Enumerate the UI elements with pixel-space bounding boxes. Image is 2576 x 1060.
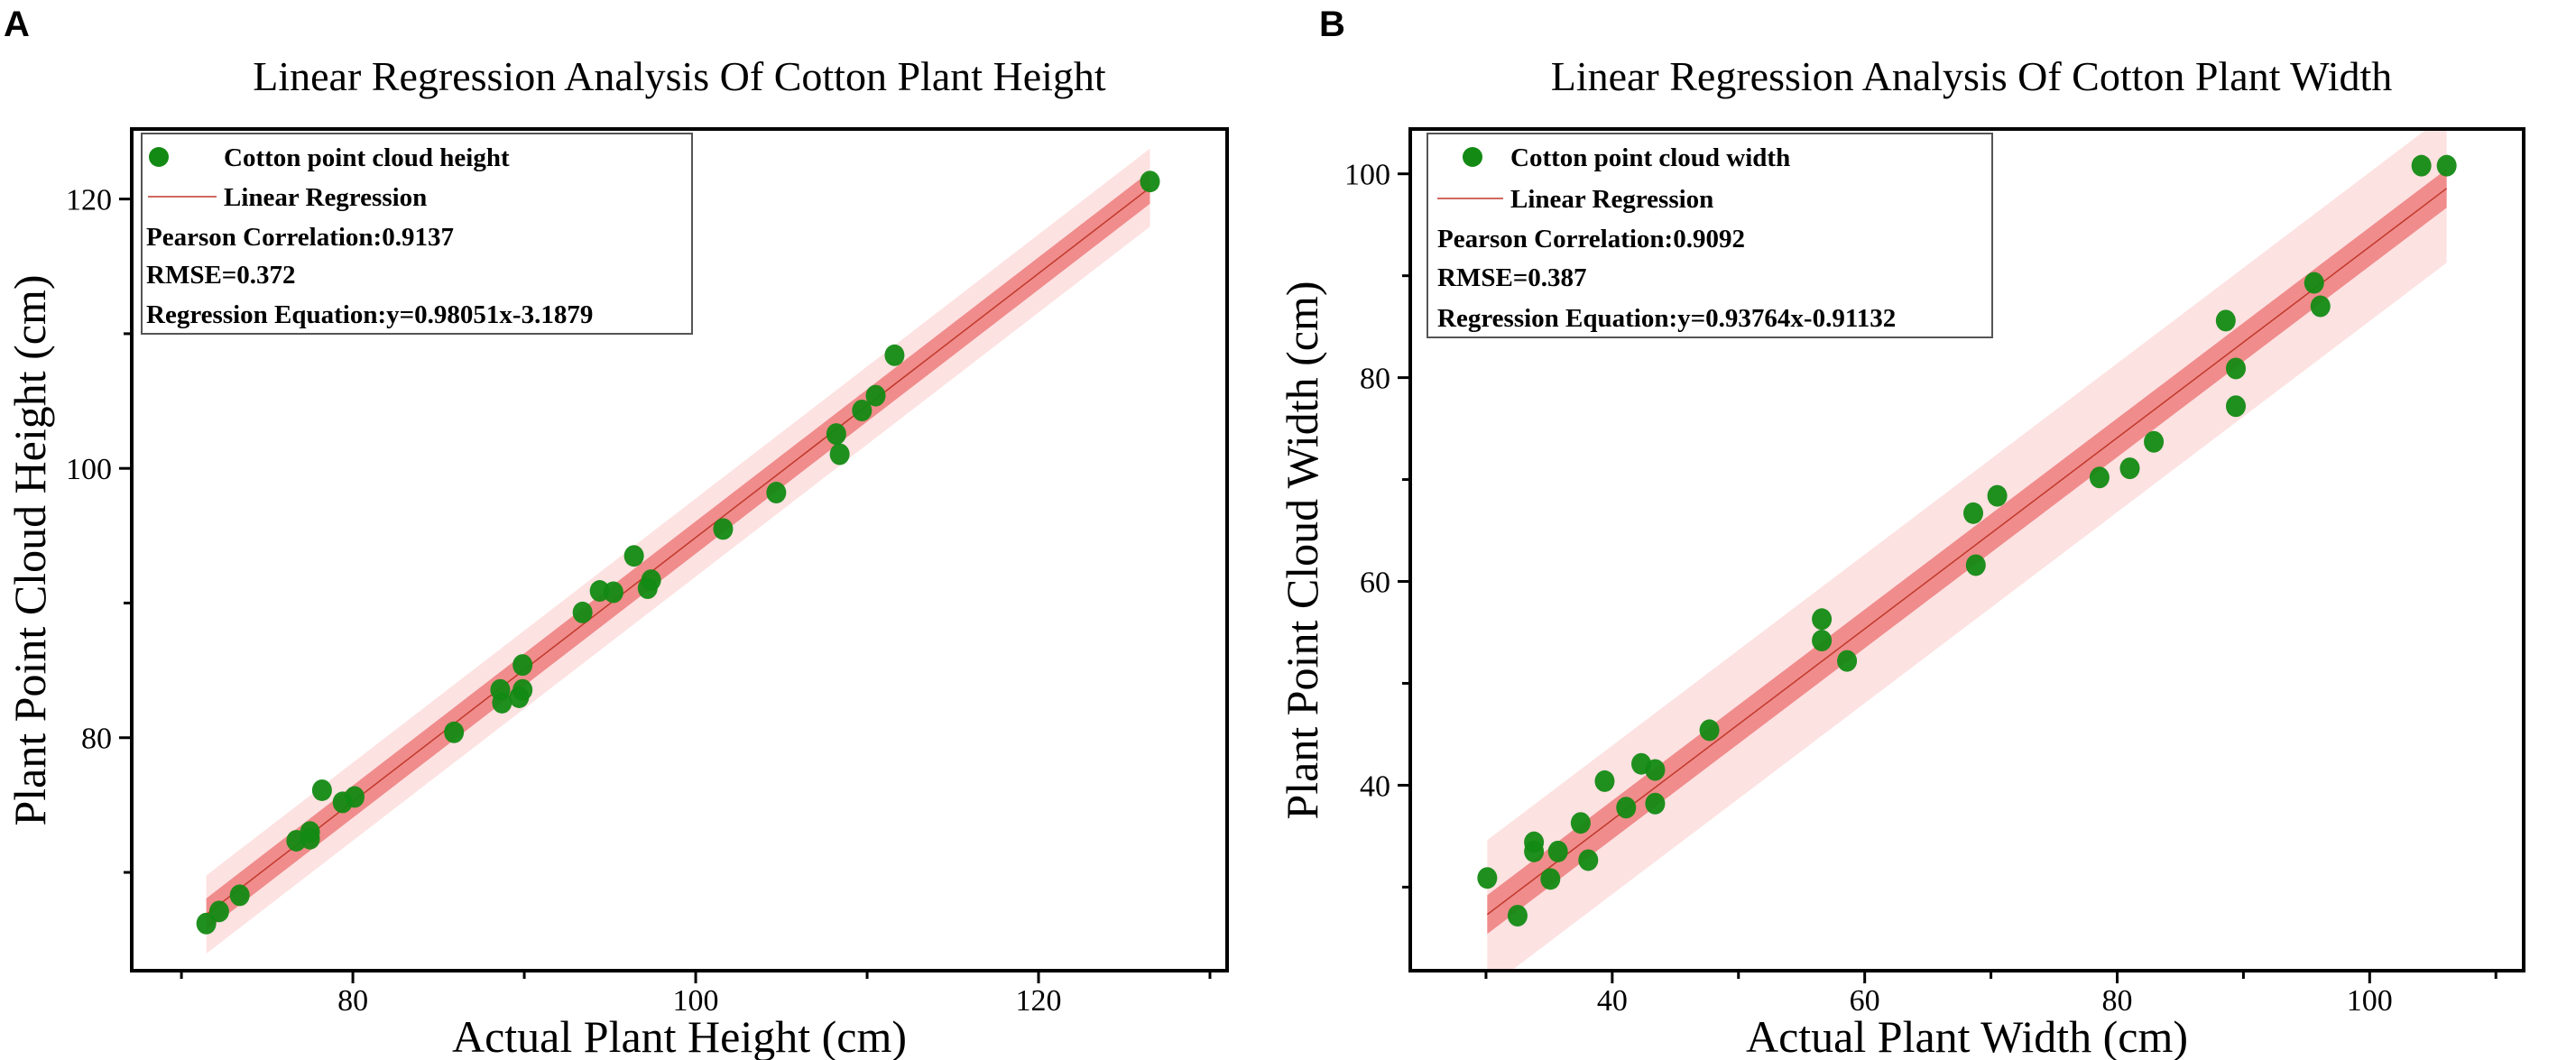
y-tick-label: 80 (81, 723, 112, 756)
y-tick-label: 100 (1344, 159, 1390, 192)
data-point (1507, 905, 1528, 927)
data-point (623, 545, 644, 567)
data-point (512, 678, 533, 701)
data-point (766, 482, 787, 504)
data-point (512, 654, 533, 677)
data-point (852, 399, 873, 421)
data-point (1547, 840, 1568, 862)
rmse-text: RMSE=0.372 (146, 261, 296, 290)
x-tick-label: 100 (2347, 984, 2393, 1018)
data-point (826, 423, 846, 446)
legend-scatter-label: Cotton point cloud width (1510, 143, 1790, 172)
x-axis-label: Actual Plant Height (cm) (452, 1011, 907, 1060)
legend-box (1426, 133, 1993, 338)
data-point (1645, 792, 1666, 815)
data-point (865, 384, 886, 407)
legend: Cotton point cloud height Linear Regress… (141, 133, 693, 335)
data-point (884, 344, 905, 366)
x-tick-label: 120 (1016, 984, 1062, 1018)
x-tick-label: 80 (2101, 984, 2132, 1018)
x-tick-label: 40 (1597, 984, 1628, 1018)
data-point (829, 443, 850, 465)
data-point (1812, 608, 1833, 631)
plot-frame (1408, 127, 2525, 972)
legend-scatter-marker (1463, 147, 1482, 167)
rmse-text: RMSE=0.387 (1437, 263, 1587, 292)
pearson-text: Pearson Correlation:0.9137 (146, 223, 454, 252)
data-point (1699, 719, 1720, 742)
data-point (492, 691, 512, 714)
panel-a: A Linear Regression Analysis Of Cotton P… (4, 5, 1229, 1060)
data-point (444, 721, 465, 743)
data-point (1965, 554, 1986, 576)
legend-scatter-label: Cotton point cloud height (224, 143, 510, 172)
data-point (2226, 395, 2247, 418)
data-point (2119, 457, 2140, 480)
regression-line (1486, 188, 2448, 916)
data-point (1570, 812, 1591, 834)
x-tick-label: 100 (673, 984, 719, 1018)
y-tick-label: 80 (1360, 363, 1390, 396)
data-point (1540, 868, 1561, 890)
x-axis-label: Actual Plant Width (cm) (1746, 1011, 2188, 1060)
x-tick-label: 80 (337, 984, 368, 1018)
data-point (229, 884, 250, 907)
data-point (300, 827, 320, 850)
legend-scatter-marker (149, 147, 169, 167)
plot-frame (130, 127, 1229, 972)
data-point (2089, 466, 2110, 489)
data-point (344, 786, 365, 808)
data-point (1645, 759, 1666, 781)
data-point (208, 900, 229, 923)
data-point (572, 601, 593, 623)
panel-b: B Linear Regression Analysis Of Cotton P… (1277, 5, 2525, 1060)
data-point (1477, 867, 1498, 889)
data-point (196, 912, 217, 935)
data-point (1140, 171, 1160, 193)
data-point (2310, 295, 2331, 318)
data-point (1837, 650, 1858, 672)
chart-title: Linear Regression Analysis Of Cotton Pla… (1551, 53, 2393, 99)
data-point (641, 569, 661, 592)
data-point (1524, 840, 1545, 862)
chart-title: Linear Regression Analysis Of Cotton Pla… (253, 53, 1106, 99)
legend-line-label: Linear Regression (1510, 185, 1713, 214)
data-point (713, 518, 734, 540)
x-tick-label: 60 (1850, 984, 1880, 1018)
y-axis-label: Plant Point Cloud Height (cm) (5, 274, 55, 825)
panel-label: A (4, 5, 30, 44)
legend-box (141, 133, 693, 335)
data-point (603, 581, 623, 604)
data-point (1812, 630, 1833, 652)
y-tick-label: 120 (66, 184, 112, 217)
plot-content (1477, 129, 2457, 971)
pearson-text: Pearson Correlation:0.9092 (1437, 225, 1745, 253)
y-tick-label: 100 (66, 453, 112, 486)
y-axis-label: Plant Point Cloud Width (cm) (1277, 281, 1327, 819)
data-point (2411, 154, 2432, 177)
data-point (1616, 797, 1637, 819)
plot-area: 40 60 80 100 40 60 80 100 (1344, 127, 2525, 1018)
data-point (1962, 502, 1983, 524)
data-point (311, 779, 332, 801)
plot-content (196, 148, 1160, 954)
data-point (2436, 154, 2457, 177)
y-tick-label: 60 (1360, 567, 1390, 600)
panel-label: B (1319, 5, 1345, 44)
equation-text: Regression Equation:y=0.98051x-3.1879 (146, 300, 593, 329)
data-point (2304, 272, 2324, 294)
equation-text: Regression Equation:y=0.93764x-0.91132 (1437, 304, 1896, 333)
data-point (1594, 770, 1615, 792)
data-point (2144, 430, 2165, 453)
y-tick-label: 40 (1360, 770, 1390, 803)
data-point (1578, 849, 1599, 871)
data-point (2226, 357, 2247, 380)
plot-area: 80 100 120 80 100 120 (66, 127, 1229, 1018)
data-point (2215, 309, 2236, 332)
legend-line-label: Linear Regression (224, 183, 427, 212)
data-point (1987, 484, 2008, 507)
legend: Cotton point cloud width Linear Regressi… (1426, 133, 1993, 338)
